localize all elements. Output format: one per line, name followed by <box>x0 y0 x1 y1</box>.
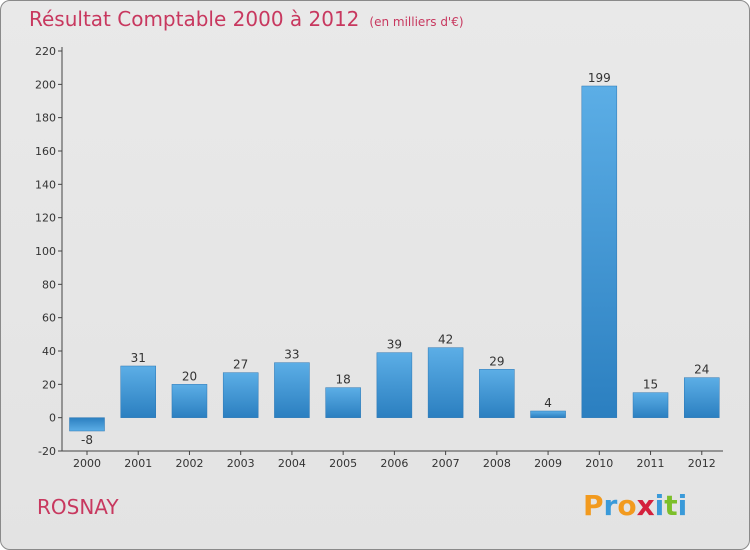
bar <box>325 387 361 418</box>
proxiti-logo: Proxiti <box>583 489 687 522</box>
data-label: 18 <box>336 373 351 387</box>
x-tick-label: 2001 <box>124 457 152 470</box>
x-tick-label: 2012 <box>688 457 716 470</box>
x-tick-label: 2007 <box>432 457 460 470</box>
x-tick-label: 2011 <box>637 457 665 470</box>
chart-title-text: Résultat Comptable 2000 à 2012 <box>29 7 360 31</box>
data-label: -8 <box>81 433 93 447</box>
bar <box>581 85 618 418</box>
logo-letter: t <box>664 489 678 522</box>
y-tick-label: 80 <box>42 278 56 291</box>
bars <box>69 85 720 432</box>
data-label: 24 <box>694 363 709 377</box>
logo-letter: i <box>677 489 688 522</box>
bar <box>427 347 464 418</box>
commune-name: ROSNAY <box>37 495 119 519</box>
bar <box>222 372 259 418</box>
chart-title: Résultat Comptable 2000 à 2012 (en millie… <box>29 7 464 31</box>
y-tick-label: 140 <box>35 178 56 191</box>
logo-letter: P <box>583 489 604 522</box>
y-tick-label: 100 <box>35 245 56 258</box>
bar <box>69 417 105 432</box>
y-tick-label: 180 <box>35 112 56 125</box>
x-tick-label: 2002 <box>175 457 203 470</box>
data-label: 39 <box>387 338 402 352</box>
data-label: 199 <box>588 71 611 85</box>
bar <box>632 392 669 418</box>
bar <box>171 384 208 418</box>
bar <box>376 352 413 418</box>
data-label: 4 <box>544 396 552 410</box>
x-tick-label: 2006 <box>380 457 408 470</box>
x-tick-label: 2003 <box>227 457 255 470</box>
data-label: 31 <box>131 351 146 365</box>
data-label: 20 <box>182 369 197 383</box>
logo-letter: x <box>636 489 655 522</box>
data-label: 33 <box>284 348 299 362</box>
bar <box>120 365 156 418</box>
bar <box>530 410 566 418</box>
chart-subtitle: (en milliers d'€) <box>369 15 464 29</box>
y-tick-label: 60 <box>42 312 56 325</box>
x-tick-label: 2009 <box>534 457 562 470</box>
y-tick-label: 220 <box>35 45 56 58</box>
y-tick-label: 40 <box>42 345 56 358</box>
y-tick-label: 20 <box>42 378 56 391</box>
data-label: 42 <box>438 333 453 347</box>
data-label: 15 <box>643 378 658 392</box>
y-tick-label: 200 <box>35 78 56 91</box>
bar <box>274 362 310 418</box>
y-tick-label: 0 <box>49 412 56 425</box>
x-tick-label: 2004 <box>278 457 306 470</box>
x-tick-label: 2000 <box>73 457 101 470</box>
bar <box>479 369 515 418</box>
data-label: 27 <box>233 358 248 372</box>
y-tick-label: -20 <box>38 445 56 458</box>
x-tick-label: 2008 <box>483 457 511 470</box>
data-label: 29 <box>489 354 504 368</box>
data-labels: -8 31 20 27 33 18 39 42 29 4 199 15 24 <box>81 71 709 447</box>
logo-letter: i <box>654 489 665 522</box>
y-tick-label: 120 <box>35 212 56 225</box>
logo-letter: o <box>617 489 637 522</box>
x-tick-label: 2010 <box>585 457 613 470</box>
logo-letter: r <box>603 489 618 522</box>
bar <box>684 377 720 418</box>
y-tick-label: 160 <box>35 145 56 158</box>
x-tick-label: 2005 <box>329 457 357 470</box>
